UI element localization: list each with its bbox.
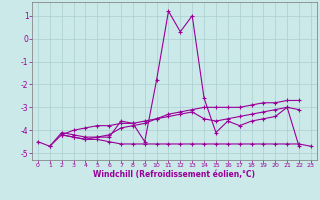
X-axis label: Windchill (Refroidissement éolien,°C): Windchill (Refroidissement éolien,°C) — [93, 170, 255, 179]
